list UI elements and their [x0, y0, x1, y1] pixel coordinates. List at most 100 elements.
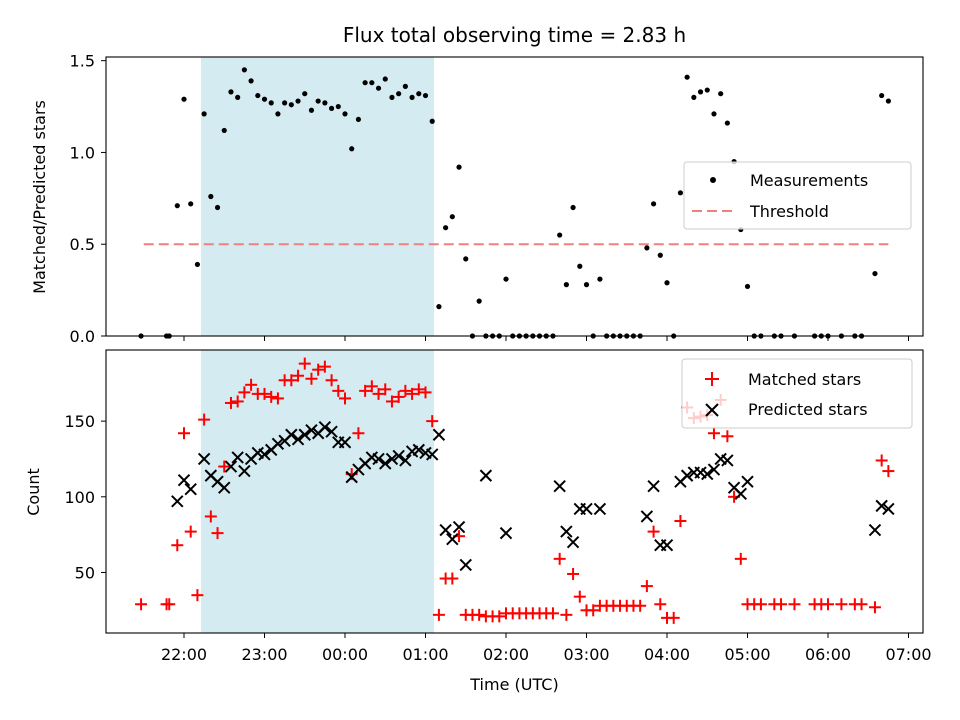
predicted-point-43 [479, 469, 493, 482]
measurement-point-79 [684, 74, 690, 80]
predicted-point-56 [680, 469, 694, 482]
measurement-point-101 [879, 92, 885, 99]
top-legend-frame [683, 161, 912, 230]
predicted-point-54 [660, 539, 674, 552]
measurement-point-73 [644, 245, 650, 251]
predicted-point-2 [184, 483, 197, 496]
matched-point-7 [198, 413, 211, 426]
matched-point-99 [855, 598, 868, 611]
predicted-point-9 [238, 464, 251, 478]
measurement-point-26 [328, 105, 335, 111]
matched-point-30 [352, 427, 365, 440]
measurement-point-28 [342, 111, 348, 117]
matched-point-101 [875, 454, 888, 467]
matched-point-65 [587, 604, 600, 617]
measurements-panel: 0.0 0.5 1.0 1.5 Matched/Predicted stars Mea… [30, 52, 924, 346]
matched-point-34 [379, 383, 392, 396]
x-tick-label-2: 00:00 [322, 645, 368, 664]
measurement-point-29 [349, 146, 355, 152]
predicted-point-32 [392, 449, 405, 463]
predicted-point-6 [218, 481, 231, 494]
measurement-point-8 [208, 193, 214, 200]
matched-point-73 [640, 580, 653, 593]
matched-point-32 [365, 380, 378, 393]
measurement-point-16 [261, 96, 268, 102]
predicted-point-65 [741, 475, 754, 488]
matched-point-22 [298, 357, 311, 370]
measurement-point-45 [456, 164, 462, 170]
predicted-point-14 [271, 437, 285, 451]
matched-point-23 [305, 372, 318, 385]
matched-point-48 [473, 608, 486, 621]
matched-point-100 [868, 601, 881, 614]
bottom-axes-frame [105, 349, 924, 634]
predicted-point-60 [707, 463, 721, 476]
matched-point-51 [493, 610, 506, 623]
measurement-point-84 [718, 91, 724, 97]
predicted-point-41 [452, 520, 466, 534]
matched-point-13 [238, 386, 251, 399]
measurement-point-30 [355, 116, 362, 123]
matched-point-59 [546, 607, 559, 620]
matched-point-18 [271, 392, 284, 405]
legend-label-matched: Matched stars [748, 370, 861, 389]
predicted-point-8 [231, 451, 244, 464]
matched-point-60 [553, 552, 566, 565]
bottom-legend: Matched stars Predicted stars [681, 358, 913, 429]
predicted-point-0 [171, 495, 184, 508]
matched-point-83 [707, 427, 720, 440]
measurement-point-80 [691, 94, 697, 100]
bottom-y-tick-label-2: 150 [64, 412, 95, 431]
bottom-y-tick-label-1: 100 [64, 488, 95, 507]
matched-point-5 [184, 525, 197, 538]
matched-point-96 [822, 598, 834, 611]
measurement-point-85 [724, 120, 730, 126]
matched-point-2 [163, 598, 176, 611]
measurement-point-39 [416, 91, 422, 97]
predicted-point-18 [298, 428, 311, 441]
predicted-point-19 [305, 424, 318, 437]
predicted-point-46 [560, 525, 573, 538]
top-y-tick-label-3: 1.5 [70, 52, 95, 71]
matched-point-61 [560, 608, 573, 621]
measurement-point-60 [557, 232, 563, 238]
predicted-point-17 [291, 433, 305, 446]
measurement-point-41 [429, 118, 435, 124]
predicted-point-51 [640, 510, 654, 523]
legend-label-measurements: Measurements [750, 171, 868, 190]
predicted-point-31 [385, 452, 399, 466]
predicted-point-68 [882, 502, 895, 516]
matched-point-25 [318, 360, 331, 373]
matched-point-0 [135, 598, 148, 611]
measurement-point-7 [201, 111, 207, 117]
predicted-point-49 [580, 502, 593, 516]
matched-point-21 [292, 369, 305, 382]
measurement-point-19 [282, 100, 288, 106]
bottom-legend-frame [681, 358, 913, 429]
chart-title: Flux total observing time = 2.83 h [343, 23, 686, 47]
matched-point-85 [721, 430, 734, 443]
bottom-x-ticks: 22:00 23:00 00:00 01:00 02:00 03:00 04:00 05:00… [161, 633, 932, 664]
matched-point-93 [788, 598, 801, 611]
measurement-point-74 [650, 201, 657, 207]
matched-point-36 [392, 390, 405, 403]
measurement-point-38 [409, 94, 415, 100]
predicted-point-67 [875, 499, 888, 513]
top-legend: Measurements Threshold [683, 161, 912, 230]
measurement-point-76 [664, 280, 670, 286]
top-y-axis-title: Matched/Predicted stars [30, 100, 49, 294]
top-axes-frame [105, 56, 924, 337]
top-x-ticks [183, 336, 909, 341]
matched-point-12 [231, 395, 244, 408]
measurement-point-12 [235, 94, 241, 100]
matched-point-63 [573, 590, 586, 603]
x-tick-label-6: 04:00 [644, 645, 690, 664]
matched-point-74 [647, 525, 660, 538]
measurement-point-102 [885, 98, 891, 104]
predicted-point-52 [647, 479, 660, 493]
matched-point-44 [446, 572, 459, 585]
matched-point-27 [332, 384, 345, 397]
legend-marker-matched [705, 372, 719, 386]
measurement-point-20 [288, 102, 294, 108]
measurement-point-27 [335, 103, 341, 110]
